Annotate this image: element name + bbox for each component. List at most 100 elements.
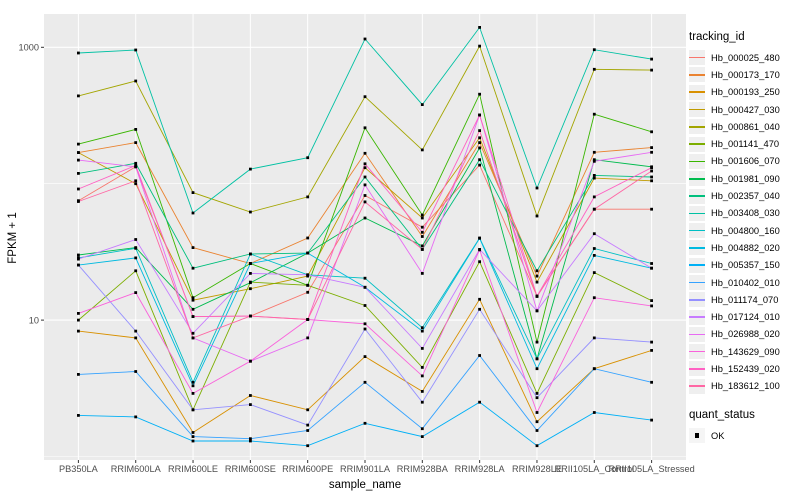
data-point-Hb_152439_020: [191, 315, 195, 318]
data-point-Hb_004800_160: [535, 357, 539, 361]
data-point-Hb_000861_040: [535, 214, 539, 218]
legend-entry-Hb_000173_170: Hb_000173_170: [689, 66, 799, 83]
data-point-Hb_003408_030: [363, 37, 367, 41]
data-point-Hb_010402_010: [420, 427, 424, 431]
legend-label: Hb_183612_100: [711, 381, 780, 392]
legend-label: Hb_002357_040: [711, 191, 780, 202]
data-point-Hb_011174_070: [249, 403, 252, 406]
data-point-Hb_001606_070: [650, 130, 653, 134]
data-point-Hb_017124_010: [249, 272, 252, 275]
data-point-Hb_001981_090: [363, 216, 367, 220]
data-point-Hb_026988_020: [650, 150, 653, 154]
data-point-Hb_011174_070: [478, 307, 481, 311]
legend-entry-Hb_152439_020: Hb_152439_020: [689, 360, 799, 377]
legend-entry-Hb_011174_070: Hb_011174_070: [689, 291, 799, 308]
data-point-Hb_000861_040: [191, 191, 195, 194]
legend: tracking_id Hb_000025_480 Hb_000173_170 Hb…: [689, 31, 799, 444]
legend-title-quant-status: quant_status: [689, 408, 755, 421]
data-point-Hb_143629_090: [478, 248, 481, 252]
data-point-Hb_152439_020: [363, 162, 367, 166]
data-point-Hb_003408_030: [306, 156, 310, 160]
legend-entry-Hb_004882_020: Hb_004882_020: [689, 239, 799, 256]
legend-label: Hb_001606_070: [711, 156, 780, 167]
data-point-Hb_143629_090: [363, 322, 367, 326]
data-point-Hb_001606_070: [592, 112, 596, 116]
data-point-Hb_001981_090: [592, 158, 596, 162]
data-point-Hb_000193_250: [249, 394, 252, 397]
legend-key-icon: [689, 119, 705, 135]
data-point-Hb_183612_100: [191, 336, 195, 340]
data-point-Hb_003408_030: [134, 48, 138, 52]
data-point-Hb_001606_070: [306, 283, 310, 287]
legend-key-icon: [689, 153, 705, 169]
data-point-Hb_004800_160: [592, 247, 596, 250]
data-point-Hb_003408_030: [191, 211, 195, 215]
data-point-Hb_004882_020: [191, 384, 195, 388]
legend-label-ok: OK: [711, 430, 725, 441]
legend-label: Hb_004882_020: [711, 242, 780, 253]
legend-label: Hb_001141_470: [711, 139, 780, 150]
legend-key-icon: [689, 378, 705, 394]
legend-key-icon: [689, 136, 705, 152]
data-point-Hb_017124_010: [650, 266, 653, 270]
data-point-Hb_001141_470: [420, 366, 424, 369]
data-point-Hb_003408_030: [592, 48, 596, 52]
data-point-Hb_000173_170: [535, 274, 539, 278]
data-point-Hb_000193_250: [306, 408, 310, 412]
data-point-Hb_004800_160: [363, 276, 367, 280]
data-point-Hb_000173_170: [306, 236, 310, 240]
x-tick-label-RRIM600LA: RRIM600LA: [111, 464, 162, 474]
data-point-Hb_000427_030: [535, 280, 539, 284]
data-point-Hb_000427_030: [478, 136, 481, 140]
data-point-Hb_010402_010: [478, 354, 481, 357]
data-point-Hb_000193_250: [191, 431, 195, 434]
legend-key-icon: [689, 205, 705, 221]
data-point-Hb_026988_020: [306, 336, 310, 340]
data-point-Hb_017124_010: [363, 285, 367, 289]
data-point-Hb_000427_030: [420, 216, 424, 220]
ok-point-key-icon: [689, 428, 705, 444]
data-point-Hb_011174_070: [363, 327, 367, 331]
data-point-Hb_183612_100: [592, 207, 596, 211]
legend-entry-ok: OK: [689, 427, 799, 444]
legend-entry-Hb_001141_470: Hb_001141_470: [689, 135, 799, 152]
data-point-Hb_001141_470: [535, 392, 539, 395]
data-point-Hb_183612_100: [306, 318, 310, 321]
legend-entry-Hb_001981_090: Hb_001981_090: [689, 170, 799, 187]
data-point-Hb_001981_090: [191, 307, 195, 311]
x-tick-label-RRIM928LA: RRIM928LA: [455, 464, 506, 474]
data-point-Hb_000861_040: [363, 95, 367, 99]
data-point-Hb_002357_040: [478, 158, 481, 162]
data-point-Hb_005357_150: [191, 439, 195, 443]
data-point-Hb_004800_160: [134, 246, 138, 250]
data-point-Hb_143629_090: [535, 411, 539, 414]
legend-entry-Hb_183612_100: Hb_183612_100: [689, 378, 799, 395]
data-point-Hb_017124_010: [306, 273, 310, 277]
data-point-Hb_000861_040: [478, 44, 481, 48]
data-point-Hb_183612_100: [77, 200, 80, 203]
data-point-Hb_010402_010: [134, 370, 138, 373]
data-point-Hb_000193_250: [363, 355, 367, 358]
data-point-Hb_004882_020: [249, 262, 252, 265]
data-point-Hb_004800_160: [191, 380, 195, 384]
data-point-Hb_143629_090: [134, 291, 138, 294]
data-point-Hb_152439_020: [650, 166, 653, 170]
data-point-Hb_000173_170: [134, 141, 138, 144]
data-point-Hb_017124_010: [77, 257, 80, 261]
legend-key-icon: [689, 50, 705, 66]
data-point-Hb_152439_020: [420, 230, 424, 234]
data-point-Hb_000025_480: [363, 194, 367, 197]
data-point-Hb_026988_020: [592, 159, 596, 163]
data-point-Hb_183612_100: [420, 248, 424, 251]
data-point-Hb_005357_150: [77, 414, 80, 417]
data-point-Hb_004882_020: [535, 367, 539, 371]
legend-key-icon: [689, 361, 705, 377]
data-point-Hb_143629_090: [249, 359, 252, 363]
legend-label: Hb_000193_250: [711, 87, 780, 98]
x-tick-label-RRIM600SE: RRIM600SE: [225, 464, 276, 474]
data-point-Hb_026988_020: [535, 309, 539, 313]
legend-entry-Hb_000861_040: Hb_000861_040: [689, 118, 799, 135]
data-point-Hb_000861_040: [306, 195, 310, 199]
data-point-Hb_000173_170: [592, 150, 596, 154]
x-tick-label-RRIM600PE: RRIM600PE: [282, 464, 333, 474]
